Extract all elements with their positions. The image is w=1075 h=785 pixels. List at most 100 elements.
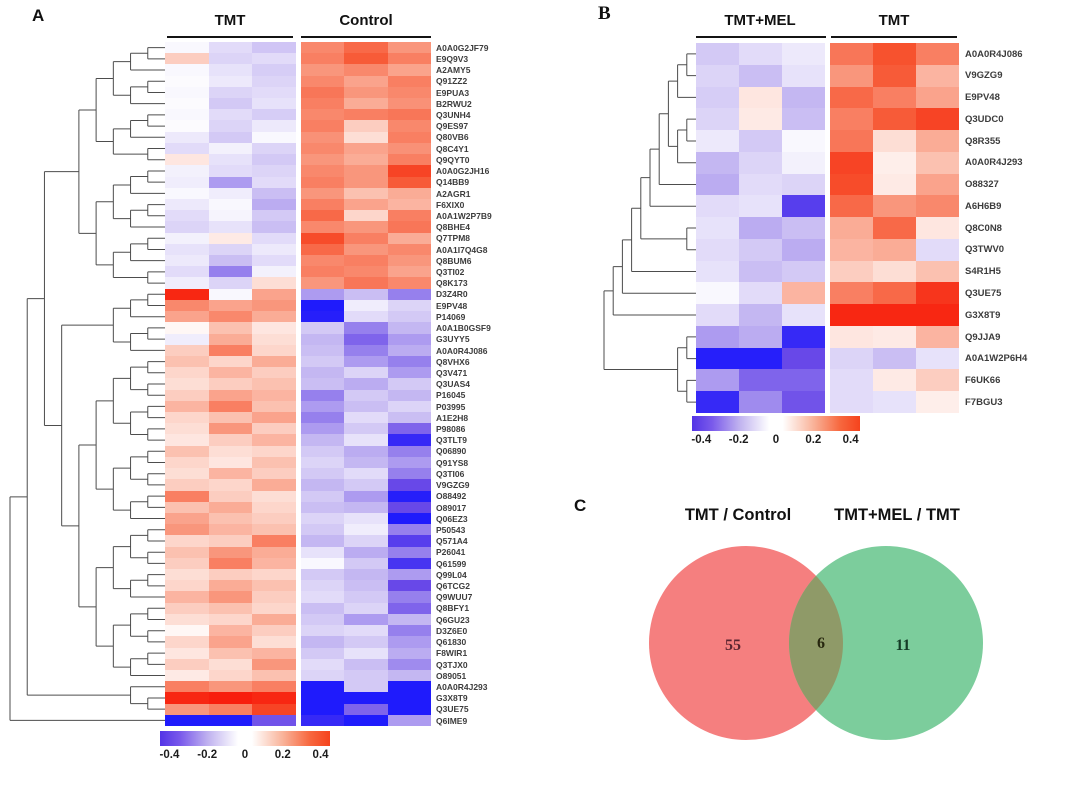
venn-left-title: TMT / Control <box>684 506 792 524</box>
row-label: Q8K173 <box>436 278 468 289</box>
heatmap-cell <box>252 490 296 503</box>
heatmap-cell <box>208 86 252 99</box>
colorbar-tick-label: -0.4 <box>691 434 712 446</box>
heatmap-cell <box>208 389 252 402</box>
heatmap-cell <box>387 232 431 245</box>
heatmap-cell <box>387 42 431 54</box>
heatmap-cell <box>300 322 344 335</box>
heatmap-cell <box>344 198 388 211</box>
heatmap-cell <box>696 217 739 240</box>
heatmap-cell <box>873 64 916 87</box>
heatmap-cell <box>300 557 344 570</box>
heatmap-cell <box>208 591 252 604</box>
heatmap-cell <box>165 412 209 424</box>
row-label: A6H6B9 <box>965 200 1002 212</box>
heatmap-cell <box>252 109 296 121</box>
heatmap-cell <box>344 647 388 660</box>
heatmap-cell <box>252 647 296 660</box>
heatmap-cell <box>916 347 959 370</box>
heatmap-cell <box>165 288 209 301</box>
heatmap-cell <box>252 669 296 682</box>
heatmap-cell <box>165 311 209 323</box>
heatmap-cell <box>208 546 252 559</box>
heatmap-cell <box>165 210 209 222</box>
heatmap-cell <box>165 187 209 200</box>
heatmap-cell <box>387 434 431 447</box>
heatmap-cell <box>387 187 431 200</box>
heatmap-cell <box>252 120 296 133</box>
heatmap-cell <box>252 580 296 592</box>
colorbar-tick-label: 0.2 <box>805 434 822 446</box>
heatmap-cell <box>344 288 388 301</box>
heatmap-cell <box>300 232 344 245</box>
heatmap-cell <box>252 412 296 424</box>
heatmap-cell <box>344 535 388 548</box>
heatmap-cell <box>300 535 344 548</box>
heatmap-cell <box>252 333 296 346</box>
heatmap-cell <box>387 647 431 660</box>
row-label: Q8R355 <box>965 135 1001 147</box>
heatmap-cell <box>782 108 825 131</box>
heatmap-cell <box>830 64 873 87</box>
venn-left-count: 55 <box>725 637 741 654</box>
heatmap-cell <box>165 602 209 615</box>
dendrogram-a <box>9 47 165 721</box>
heatmap-cell <box>208 142 252 155</box>
heatmap-cell <box>739 391 782 414</box>
heatmap-cell <box>344 210 388 222</box>
heatmap-cell <box>208 42 252 54</box>
heatmap-cell <box>387 468 431 480</box>
heatmap-cell <box>739 282 782 305</box>
heatmap-cell <box>739 86 782 109</box>
heatmap-cell <box>252 311 296 323</box>
heatmap-cell <box>208 75 252 88</box>
heatmap-cell <box>208 53 252 65</box>
heatmap-cell <box>387 255 431 267</box>
heatmap-cell <box>252 445 296 458</box>
heatmap-cell <box>252 299 296 312</box>
heatmap-cell <box>252 266 296 278</box>
row-label: Q3UE75 <box>965 288 1002 300</box>
heatmap-cell <box>344 42 388 54</box>
heatmap-cell <box>300 187 344 200</box>
heatmap-cell <box>873 195 916 218</box>
row-label: A0A0R4J086 <box>965 48 1023 60</box>
heatmap-cell <box>387 221 431 234</box>
heatmap-cell <box>344 333 388 346</box>
heatmap-cell <box>387 535 431 548</box>
heatmap-cell <box>252 255 296 267</box>
heatmap-cell <box>208 344 252 357</box>
heatmap-cell <box>387 322 431 335</box>
heatmap-cell <box>830 391 873 414</box>
heatmap-cell <box>208 569 252 581</box>
heatmap-cell <box>344 277 388 290</box>
row-label: P16045 <box>436 390 466 401</box>
row-label: Q9WUU7 <box>436 592 473 603</box>
heatmap-cell <box>300 75 344 88</box>
row-label: Q6TCG2 <box>436 581 471 591</box>
heatmap-cell <box>739 217 782 240</box>
heatmap-cell <box>252 613 296 626</box>
heatmap-cell <box>208 479 252 491</box>
heatmap-cell <box>208 613 252 626</box>
heatmap-cell <box>300 288 344 301</box>
heatmap-cell <box>252 468 296 480</box>
heatmap-cell <box>165 546 209 559</box>
row-label: Q3UE75 <box>436 704 469 715</box>
heatmap-cell <box>782 391 825 414</box>
row-label: O88492 <box>436 491 467 502</box>
heatmap-cell <box>696 43 739 66</box>
heatmap-cell <box>344 165 388 178</box>
heatmap-cell <box>252 569 296 581</box>
heatmap-cell <box>165 468 209 480</box>
heatmap-cell <box>300 311 344 323</box>
heatmap-cell <box>344 266 388 278</box>
heatmap-cell <box>300 580 344 592</box>
row-label: O88327 <box>965 179 999 191</box>
heatmap-cell <box>165 322 209 335</box>
heatmap-cell <box>916 86 959 109</box>
heatmap-cell <box>300 53 344 65</box>
row-label: P50543 <box>436 524 466 535</box>
heatmap-cell <box>830 151 873 175</box>
row-label: Q7TPM8 <box>436 233 471 244</box>
